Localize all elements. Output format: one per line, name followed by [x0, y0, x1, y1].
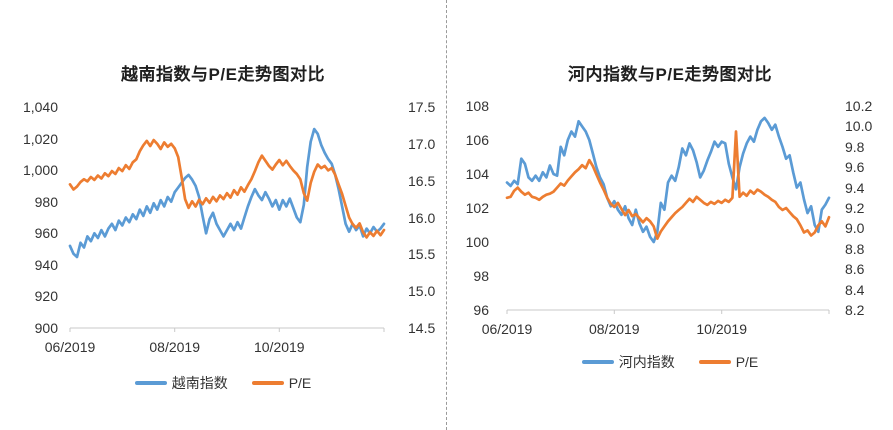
right-axis-tick-label: 9.4 — [845, 179, 865, 196]
right-axis-tick-label: 8.2 — [845, 302, 865, 318]
legend-label: P/E — [735, 354, 759, 370]
right-axis-tick-label: 8.6 — [845, 261, 865, 278]
right-axis-tick-label: 10.2 — [845, 98, 873, 114]
right-axis-tick-label: 15.0 — [408, 283, 436, 300]
series-line-pe — [505, 130, 831, 240]
hanoi-chart-plot-area — [505, 116, 831, 314]
right-axis-tick-label: 16.0 — [408, 209, 436, 226]
left-axis-tick-label: 920 — [34, 288, 58, 305]
vietnam-chart-legend: 越南指数 P/E — [0, 373, 446, 393]
legend-item: 越南指数 — [134, 373, 228, 393]
right-axis-tick-label: 15.5 — [408, 246, 436, 263]
left-axis-tick-label: 98 — [473, 268, 489, 284]
panel-divider-line — [446, 0, 447, 430]
x-axis-date-label: 10/2019 — [696, 321, 747, 337]
legend-item: P/E — [251, 375, 312, 391]
right-axis-tick-label: 9.6 — [845, 159, 865, 176]
vietnam-chart-plot-area — [68, 127, 386, 332]
right-axis-tick-label: 8.4 — [845, 281, 865, 298]
right-axis-tick-label: 17.5 — [408, 99, 436, 115]
hanoi-chart-legend: 河内指数 P/E — [447, 352, 893, 372]
legend-item: 河内指数 — [581, 352, 675, 372]
left-axis-tick-label: 104 — [465, 166, 489, 182]
left-axis-tick-label: 102 — [465, 200, 489, 216]
hanoi-chart-title: 河内指数与P/E走势图对比 — [568, 65, 772, 84]
legend-label: 河内指数 — [618, 354, 675, 370]
left-axis-tick-label: 1,000 — [22, 162, 58, 179]
right-axis-tick-label: 16.5 — [408, 172, 436, 189]
legend-item: P/E — [698, 354, 759, 370]
vietnam-index-chart-panel: 越南指数与P/E走势图对比 越南指数 P/E 1,040 1,020 1,000 980… — [0, 0, 446, 430]
legend-line-swatch — [698, 360, 731, 364]
legend-label: 越南指数 — [171, 375, 228, 391]
legend-label: P/E — [288, 375, 312, 391]
right-axis-tick-label: 9.2 — [845, 200, 865, 216]
left-axis-tick-label: 100 — [465, 234, 489, 250]
hanoi-index-chart-panel: 河内指数与P/E走势图对比 河内指数 P/E 108 106 104 102 100 98 9… — [447, 0, 893, 430]
left-axis-tick-label: 900 — [34, 320, 58, 336]
left-axis-tick-label: 940 — [34, 256, 58, 273]
series-line-index — [505, 116, 831, 244]
legend-line-swatch — [581, 360, 614, 364]
right-axis-tick-label: 14.5 — [408, 320, 436, 336]
left-axis-tick-label: 960 — [34, 225, 58, 242]
right-axis-tick-label: 9.8 — [845, 138, 865, 155]
left-axis-tick-label: 96 — [473, 302, 489, 318]
right-axis-tick-label: 8.8 — [845, 240, 865, 257]
vietnam-chart-title: 越南指数与P/E走势图对比 — [121, 65, 325, 84]
legend-line-swatch — [251, 381, 284, 385]
series-line-index — [68, 127, 386, 259]
left-axis-tick-label: 1,020 — [22, 130, 58, 147]
x-axis-date-label: 10/2019 — [253, 339, 305, 355]
left-axis-tick-label: 1,040 — [22, 99, 58, 115]
x-axis-date-label: 06/2019 — [481, 321, 533, 337]
x-axis-date-label: 06/2019 — [44, 339, 96, 355]
right-axis-tick-label: 9.0 — [845, 220, 865, 237]
x-axis-date-label: 08/2019 — [149, 339, 200, 355]
series-line-pe — [68, 138, 386, 239]
x-axis-date-label: 08/2019 — [588, 321, 640, 337]
left-axis-tick-label: 106 — [465, 132, 489, 148]
right-axis-tick-label: 10.0 — [845, 118, 873, 135]
left-axis-tick-label: 980 — [34, 193, 58, 210]
left-axis-tick-label: 108 — [465, 98, 489, 114]
right-axis-tick-label: 17.0 — [408, 135, 436, 152]
legend-line-swatch — [134, 381, 167, 385]
